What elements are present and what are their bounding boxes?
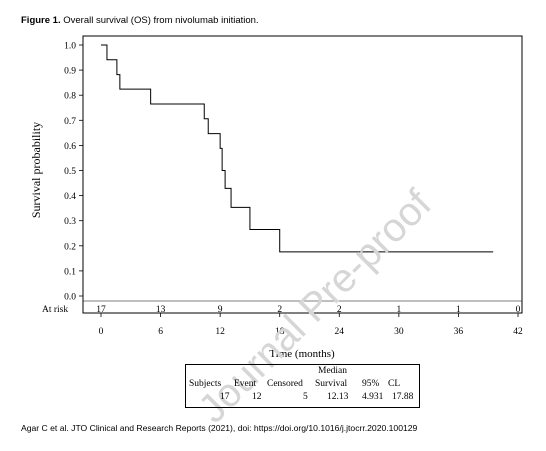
y-tick-label: 1.0 <box>64 42 76 52</box>
x-tick-label: 24 <box>335 327 345 337</box>
stats-value-lower: 4.931 <box>362 392 384 402</box>
y-tick-label: 0.4 <box>64 192 76 202</box>
y-tick-label: 0.9 <box>64 67 76 77</box>
at-risk-count: 2 <box>337 305 342 315</box>
stats-header-95: 95% <box>362 379 380 389</box>
at-risk-counts: 17 13 9 2 2 1 1 0 <box>96 305 520 315</box>
x-tick-label: 6 <box>158 327 163 337</box>
x-tick-label: 36 <box>454 327 464 337</box>
y-tick-label: 0.3 <box>64 217 76 227</box>
at-risk-count: 2 <box>277 305 282 315</box>
x-tick-label: 12 <box>215 327 225 337</box>
at-risk-count: 0 <box>516 305 521 315</box>
at-risk-count: 13 <box>156 305 166 315</box>
y-tick-label: 0.0 <box>64 293 76 303</box>
figure-caption: Figure 1. Overall survival (OS) from niv… <box>21 15 259 26</box>
x-tick-label: 0 <box>99 327 104 337</box>
x-axis-label: Time (months) <box>269 348 335 360</box>
y-tick-label: 0.7 <box>64 117 76 127</box>
at-risk-count: 9 <box>218 305 223 315</box>
y-axis-label: Survival probability <box>29 122 43 218</box>
at-risk-count: 17 <box>96 305 106 315</box>
y-tick-label: 0.2 <box>64 242 76 252</box>
stats-value-censored: 5 <box>303 392 308 402</box>
y-tick-label: 0.8 <box>64 92 76 102</box>
y-tick-label: 0.6 <box>64 142 76 152</box>
stats-header-subjects: Subjects <box>189 379 222 389</box>
plot-frame <box>82 35 523 314</box>
x-tick-label: 18 <box>275 327 285 337</box>
at-risk-label: At risk <box>42 305 68 315</box>
stats-header-event: Event <box>234 379 257 389</box>
at-risk-count: 1 <box>456 305 461 315</box>
y-ticks: 0.0 0.1 0.2 0.3 0.4 0.5 0.6 0.7 0.8 0.9 1.0 <box>64 42 83 303</box>
survival-curve <box>101 44 494 253</box>
at-risk-count: 1 <box>396 305 401 315</box>
stats-value-subjects: 17 <box>220 392 230 402</box>
y-tick-label: 0.5 <box>64 167 76 177</box>
stats-header-survival: Survival <box>315 379 348 389</box>
stats-value-event: 12 <box>252 392 262 402</box>
citation: Agar C et al. JTO Clinical and Research … <box>21 423 418 433</box>
x-ticks: 0 6 12 18 24 30 36 42 <box>99 313 523 337</box>
stats-value-survival: 12.13 <box>327 392 349 402</box>
stats-header-median: Median <box>318 366 348 376</box>
stats-header-cl: CL <box>388 379 401 389</box>
figure-caption-text: Overall survival (OS) from nivolumab ini… <box>63 15 259 26</box>
x-tick-label: 42 <box>513 327 523 337</box>
figure-label: Figure 1. <box>21 15 61 26</box>
y-tick-label: 0.1 <box>64 267 76 277</box>
stats-header-censored: Censored <box>267 379 303 389</box>
x-tick-label: 30 <box>394 327 404 337</box>
median-survival-table: Median Subjects Event Censored Survival … <box>185 364 420 408</box>
stats-value-upper: 17.88 <box>392 392 414 402</box>
